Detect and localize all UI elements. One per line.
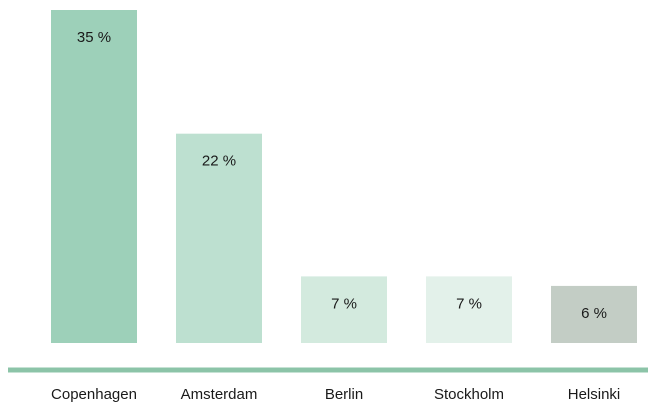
value-label: 7 % <box>456 295 482 312</box>
x-tick-label: Helsinki <box>568 386 621 403</box>
bar <box>551 285 637 343</box>
value-label: 7 % <box>331 295 357 312</box>
bar <box>301 276 387 343</box>
x-tick-label: Stockholm <box>434 386 504 403</box>
x-tick-label: Berlin <box>325 386 363 403</box>
x-tick-label: Copenhagen <box>51 386 137 403</box>
x-tick-label: Amsterdam <box>181 386 258 403</box>
value-label: 22 % <box>202 153 236 170</box>
value-label: 35 % <box>77 29 111 46</box>
bar <box>176 133 262 343</box>
bar <box>51 10 137 343</box>
bar <box>426 276 512 343</box>
value-label: 6 % <box>581 305 607 322</box>
